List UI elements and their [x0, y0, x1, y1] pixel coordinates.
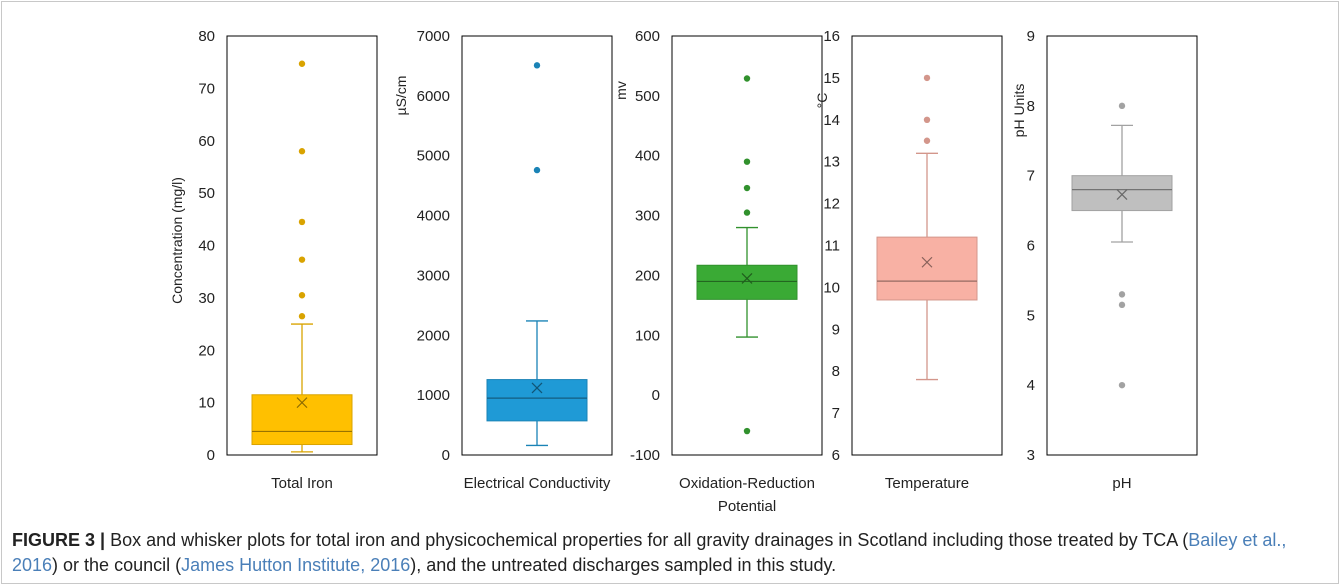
caption-text-1: Box and whisker plots for total iron and…	[105, 530, 1189, 550]
figure-caption: FIGURE 3 | Box and whisker plots for tot…	[12, 528, 1332, 578]
plot-area-oxidation-reduction-potential	[671, 35, 823, 456]
y-tick-label-temperature: 12	[823, 196, 840, 213]
category-label-oxidation-reduction-potential: Potential	[718, 498, 776, 515]
outlier-point-temperature	[923, 116, 931, 124]
y-axis-title-ph: pH Units	[1011, 84, 1027, 138]
plot-area-electrical-conductivity	[461, 35, 613, 456]
y-tick-label-temperature: 16	[823, 28, 840, 45]
y-tick-label-temperature: 13	[823, 154, 840, 171]
outlier-point-oxidation-reduction-potential	[743, 427, 751, 435]
y-tick-label-temperature: 10	[823, 279, 840, 296]
y-tick-label-total-iron: 40	[198, 238, 215, 255]
y-tick-label-total-iron: 60	[198, 133, 215, 150]
outlier-point-oxidation-reduction-potential	[743, 75, 751, 82]
outlier-point-total-iron	[298, 256, 306, 263]
y-tick-label-oxidation-reduction-potential: 0	[652, 387, 660, 404]
outlier-point-electrical-conductivity	[533, 62, 541, 69]
y-tick-label-oxidation-reduction-potential: 300	[635, 208, 660, 225]
outlier-point-total-iron	[298, 148, 306, 155]
y-tick-label-total-iron: 30	[198, 290, 215, 307]
y-tick-label-ph: 3	[1027, 447, 1035, 464]
box-ph	[1071, 175, 1173, 212]
y-axis-title-temperature: °C	[814, 93, 830, 109]
y-tick-label-temperature: 8	[832, 363, 840, 380]
y-tick-label-oxidation-reduction-potential: 600	[635, 28, 660, 45]
outlier-point-total-iron	[298, 218, 306, 226]
y-tick-label-electrical-conductivity: 4000	[417, 208, 450, 225]
box-temperature	[876, 236, 978, 301]
outlier-point-temperature	[923, 137, 931, 144]
y-tick-label-electrical-conductivity: 1000	[417, 387, 450, 404]
box-oxidation-reduction-potential	[696, 264, 798, 300]
plot-area-ph	[1046, 35, 1198, 456]
y-tick-label-ph: 8	[1027, 98, 1035, 115]
y-tick-label-electrical-conductivity: 5000	[417, 148, 450, 165]
y-tick-label-total-iron: 10	[198, 395, 215, 412]
y-tick-label-ph: 7	[1027, 168, 1035, 185]
y-tick-label-total-iron: 50	[198, 185, 215, 202]
y-axis-title-oxidation-reduction-potential: mv	[613, 81, 629, 100]
y-tick-label-electrical-conductivity: 6000	[417, 88, 450, 105]
category-label-temperature: Temperature	[885, 475, 969, 492]
outlier-point-total-iron	[298, 313, 306, 320]
outlier-point-ph	[1118, 301, 1126, 309]
outlier-point-ph	[1118, 102, 1126, 110]
y-tick-label-temperature: 7	[832, 405, 840, 422]
y-tick-label-electrical-conductivity: 7000	[417, 28, 450, 45]
plot-area-total-iron	[226, 35, 378, 456]
outlier-point-temperature	[923, 74, 931, 82]
caption-text-3: ), and the untreated discharges sampled …	[410, 555, 837, 575]
mean-marker-ph	[1116, 189, 1128, 200]
y-tick-label-total-iron: 70	[198, 80, 215, 97]
y-tick-label-ph: 4	[1027, 377, 1035, 394]
caption-text-2: ) or the council (	[52, 555, 182, 575]
mean-marker-total-iron	[296, 397, 308, 409]
y-tick-label-electrical-conductivity: 0	[442, 447, 450, 464]
y-axis-title-total-iron: Concentration (mg/l)	[169, 177, 185, 304]
y-tick-label-oxidation-reduction-potential: -100	[630, 447, 660, 464]
y-axis-title-electrical-conductivity: µS/cm	[393, 76, 409, 116]
category-label-total-iron: Total Iron	[271, 475, 333, 492]
caption-reference-hutton[interactable]: James Hutton Institute, 2016	[181, 555, 411, 575]
outlier-point-electrical-conductivity	[533, 166, 541, 174]
y-tick-label-temperature: 15	[823, 70, 840, 87]
y-tick-label-temperature: 14	[823, 112, 840, 129]
y-tick-label-ph: 6	[1027, 238, 1035, 255]
category-label-oxidation-reduction-potential: Oxidation-Reduction	[679, 475, 815, 492]
outlier-point-ph	[1118, 381, 1126, 389]
y-tick-label-temperature: 11	[824, 238, 840, 255]
mean-marker-electrical-conductivity	[531, 382, 543, 394]
category-label-electrical-conductivity: Electrical Conductivity	[464, 475, 611, 492]
y-tick-label-electrical-conductivity: 2000	[417, 327, 450, 344]
caption-label: FIGURE 3 |	[12, 530, 106, 550]
outlier-point-total-iron	[298, 292, 306, 299]
outlier-point-total-iron	[298, 60, 306, 67]
outlier-point-oxidation-reduction-potential	[743, 158, 751, 165]
y-tick-label-total-iron: 20	[198, 342, 215, 359]
y-tick-label-oxidation-reduction-potential: 400	[635, 148, 660, 165]
y-tick-label-electrical-conductivity: 3000	[417, 267, 450, 284]
y-tick-label-total-iron: 80	[198, 28, 215, 45]
y-tick-label-total-iron: 0	[207, 447, 215, 464]
box-electrical-conductivity	[486, 379, 588, 422]
y-tick-label-oxidation-reduction-potential: 200	[635, 267, 660, 284]
outlier-point-ph	[1118, 291, 1126, 298]
mean-marker-oxidation-reduction-potential	[741, 272, 753, 284]
outlier-point-oxidation-reduction-potential	[743, 209, 751, 216]
category-label-ph: pH	[1112, 475, 1131, 492]
outlier-point-oxidation-reduction-potential	[743, 184, 751, 192]
y-tick-label-temperature: 6	[832, 447, 840, 464]
mean-marker-temperature	[921, 256, 933, 268]
y-tick-label-ph: 5	[1027, 307, 1035, 324]
plot-area-temperature	[851, 35, 1003, 456]
y-tick-label-oxidation-reduction-potential: 100	[635, 327, 660, 344]
y-tick-label-ph: 9	[1027, 28, 1035, 45]
caption-reference-bailey[interactable]: Bailey et al., 2016	[12, 530, 1287, 575]
y-tick-label-temperature: 9	[832, 321, 840, 338]
y-tick-label-oxidation-reduction-potential: 500	[635, 88, 660, 105]
